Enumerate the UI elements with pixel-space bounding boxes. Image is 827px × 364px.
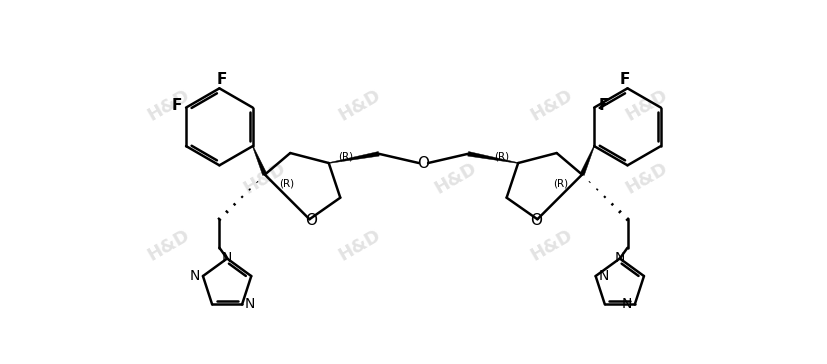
- Text: H&D: H&D: [432, 159, 480, 197]
- Text: O: O: [305, 213, 317, 228]
- Text: H&D: H&D: [241, 159, 289, 197]
- Text: (R): (R): [279, 179, 294, 189]
- Text: F: F: [172, 98, 182, 113]
- Text: O: O: [530, 213, 542, 228]
- Text: (R): (R): [338, 152, 353, 162]
- Text: F: F: [217, 72, 227, 87]
- Text: H&D: H&D: [527, 86, 576, 124]
- Text: N: N: [622, 297, 632, 312]
- Text: O: O: [418, 155, 429, 170]
- Text: H&D: H&D: [623, 159, 671, 197]
- Text: N: N: [190, 269, 200, 283]
- Polygon shape: [328, 151, 380, 163]
- Text: H&D: H&D: [527, 226, 576, 265]
- Text: H&D: H&D: [623, 86, 671, 124]
- Text: H&D: H&D: [145, 226, 194, 265]
- Text: H&D: H&D: [336, 226, 385, 265]
- Text: F: F: [598, 98, 609, 113]
- Text: N: N: [598, 269, 609, 283]
- Polygon shape: [252, 146, 267, 175]
- Text: N: N: [614, 251, 625, 265]
- Text: N: N: [245, 297, 255, 312]
- Polygon shape: [468, 151, 519, 163]
- Text: N: N: [222, 251, 232, 265]
- Text: H&D: H&D: [336, 86, 385, 124]
- Text: F: F: [620, 72, 630, 87]
- Polygon shape: [580, 146, 595, 175]
- Text: (R): (R): [553, 179, 568, 189]
- Text: (R): (R): [494, 152, 509, 162]
- Text: H&D: H&D: [145, 86, 194, 124]
